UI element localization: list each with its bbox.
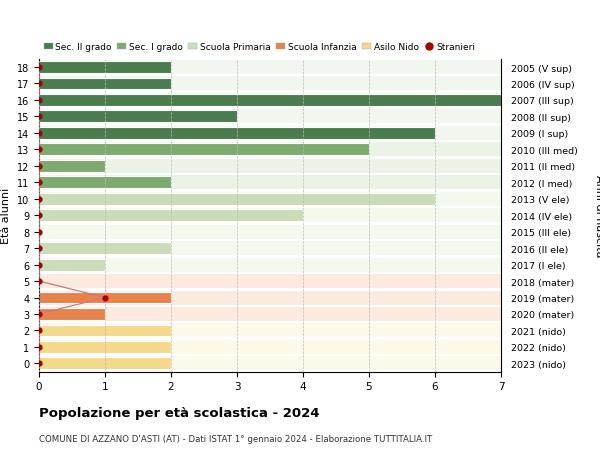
Bar: [39, 258, 501, 272]
Bar: [39, 291, 501, 305]
Bar: [39, 243, 171, 254]
Bar: [39, 94, 501, 108]
Bar: [39, 325, 171, 336]
Bar: [39, 127, 501, 140]
Bar: [39, 176, 501, 190]
Y-axis label: Età alunni: Età alunni: [1, 188, 11, 244]
Bar: [39, 192, 501, 206]
Y-axis label: Anni di nascita: Anni di nascita: [594, 174, 600, 257]
Bar: [39, 209, 501, 223]
Bar: [39, 225, 501, 239]
Bar: [39, 193, 435, 205]
Bar: [39, 308, 501, 321]
Bar: [39, 77, 501, 91]
Bar: [39, 143, 501, 157]
Text: Popolazione per età scolastica - 2024: Popolazione per età scolastica - 2024: [39, 406, 320, 419]
Bar: [39, 341, 171, 353]
Bar: [39, 210, 303, 222]
Bar: [39, 95, 501, 106]
Text: COMUNE DI AZZANO D'ASTI (AT) - Dati ISTAT 1° gennaio 2024 - Elaborazione TUTTITA: COMUNE DI AZZANO D'ASTI (AT) - Dati ISTA…: [39, 434, 432, 443]
Bar: [39, 177, 171, 189]
Bar: [39, 274, 501, 288]
Bar: [39, 358, 171, 369]
Bar: [39, 110, 501, 124]
Bar: [39, 61, 501, 75]
Bar: [39, 159, 501, 174]
Bar: [39, 308, 105, 320]
Bar: [39, 62, 171, 74]
Bar: [39, 340, 501, 354]
Bar: [39, 324, 501, 338]
Bar: [39, 357, 501, 370]
Bar: [39, 144, 369, 156]
Bar: [39, 292, 171, 304]
Bar: [39, 241, 501, 256]
Legend: Sec. II grado, Sec. I grado, Scuola Primaria, Scuola Infanzia, Asilo Nido, Stran: Sec. II grado, Sec. I grado, Scuola Prim…: [44, 43, 475, 52]
Bar: [39, 111, 237, 123]
Bar: [39, 259, 105, 271]
Bar: [39, 161, 105, 173]
Bar: [39, 128, 435, 140]
Bar: [39, 78, 171, 90]
